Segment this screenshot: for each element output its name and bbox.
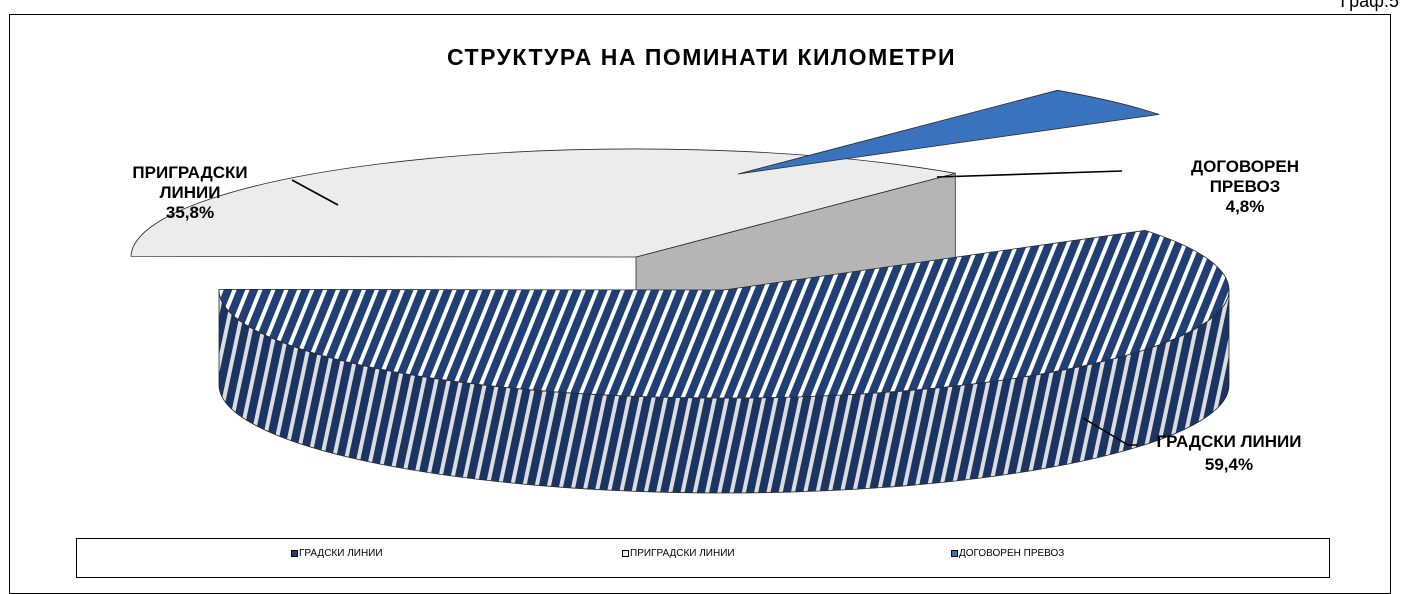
leader-line-city [1082, 417, 1138, 446]
chart-title: СТРУКТУРА НА ПОМИНАТИ КИЛОМЕТРИ [446, 44, 956, 70]
slice-label-city: ГРАДСКИ ЛИНИИ 59,4% [1157, 432, 1302, 474]
leader-line-contract [936, 170, 1123, 178]
legend-swatch-contract [951, 550, 958, 557]
legend-label-suburban: ПРИГРАДСКИ ЛИНИИ [630, 548, 735, 559]
legend-label-city: ГРАДСКИ ЛИНИИ [299, 548, 383, 559]
chart-number-label: Граф.5 [1340, 0, 1399, 11]
slice-label-suburban: ПРИГРАДСКИ ЛИНИИ 35,8% [132, 163, 247, 222]
legend-swatch-suburban [622, 550, 629, 557]
legend-item-suburban: ПРИГРАДСКИ ЛИНИИ [622, 548, 735, 559]
chart-legend: ГРАДСКИ ЛИНИИ ПРИГРАДСКИ ЛИНИИ ДОГОВОРЕН… [76, 538, 1330, 578]
legend-swatch-city [291, 550, 298, 557]
legend-item-city: ГРАДСКИ ЛИНИИ [291, 548, 383, 559]
legend-item-contract: ДОГОВОРЕН ПРЕВОЗ [951, 548, 1064, 559]
pie-slice-city [218, 229, 1230, 399]
legend-label-contract: ДОГОВОРЕН ПРЕВОЗ [959, 548, 1065, 559]
leader-line-suburban [291, 179, 339, 206]
slice-label-contract: ДОГОВОРЕН ПРЕВОЗ 4,8% [1191, 157, 1299, 216]
pie-slice-contract [737, 89, 1160, 175]
pie-chart: ГРАДСКИ ЛИНИИ 59,4% ПРИГРАДСКИ ЛИНИИ 35,8% ДО… [130, 89, 1302, 494]
